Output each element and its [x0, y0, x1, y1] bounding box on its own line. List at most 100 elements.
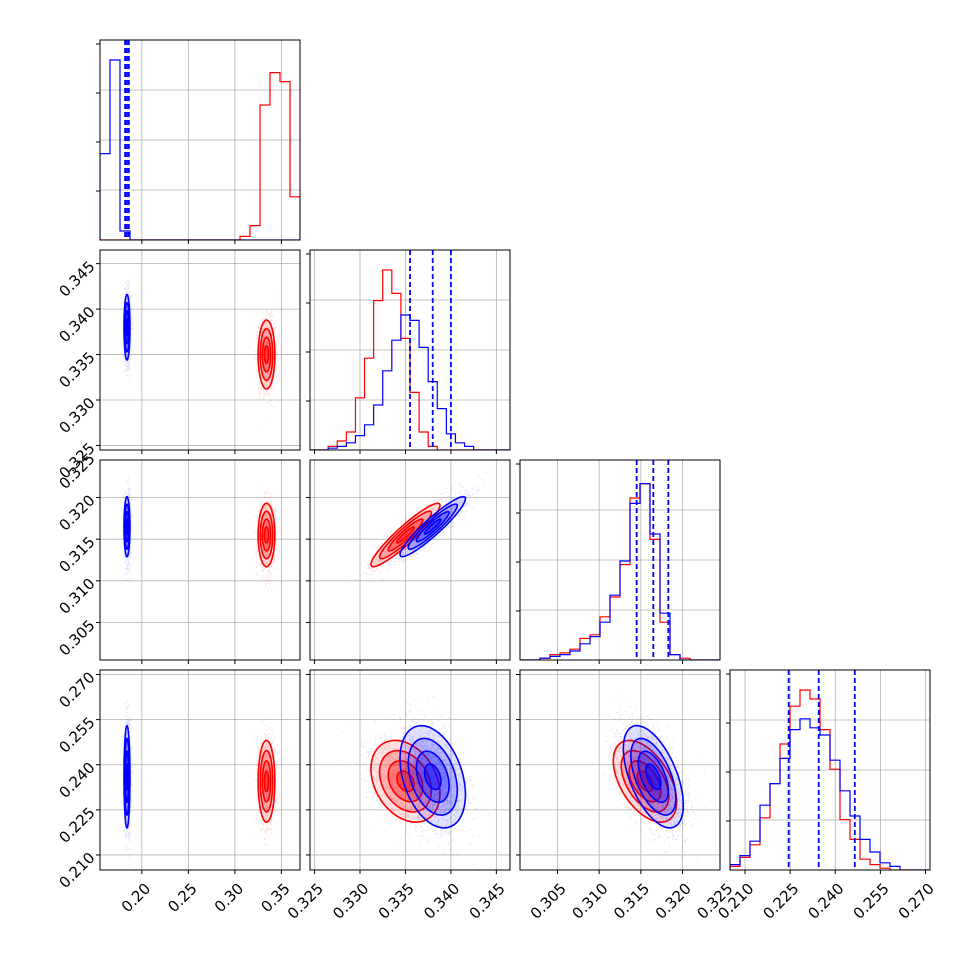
contour-line-red	[261, 336, 272, 373]
contour-line-red	[259, 327, 274, 382]
contour-line-red	[259, 510, 274, 560]
panel-1-1	[310, 250, 510, 450]
contour-fill-blue	[424, 764, 441, 790]
x-tick-label: 0.330	[329, 880, 372, 923]
contour-line-red	[259, 749, 274, 813]
contour-line-blue	[415, 510, 450, 543]
y-tick-label: 0.310	[55, 575, 98, 618]
histogram-blue	[730, 718, 930, 870]
contour-line-blue	[415, 750, 450, 804]
panel-2-1	[310, 460, 510, 660]
y-tick-label: 0.255	[55, 713, 98, 756]
contour-fill-blue	[638, 751, 669, 803]
contour-line-red	[263, 526, 270, 544]
contour-line-red	[263, 770, 270, 793]
contour-line-red	[636, 770, 654, 793]
contour-line-blue	[125, 763, 129, 791]
panel-frame	[309, 669, 511, 871]
contour-fill-red	[370, 740, 440, 823]
panel-3-2	[520, 670, 720, 870]
panel-3-3	[730, 670, 930, 870]
contour-line-red	[261, 518, 272, 552]
contour-fill-blue	[408, 504, 458, 550]
contour-line-red	[395, 526, 415, 544]
panel-3-0	[100, 670, 300, 870]
x-tick-label: 0.305	[527, 880, 570, 923]
histogram-red	[310, 269, 510, 450]
scatter-red	[602, 710, 692, 858]
contour-line-blue	[125, 318, 129, 338]
y-tick-label: 0.330	[55, 394, 98, 437]
x-tick-label: 0.270	[895, 880, 938, 923]
contour-fill-red	[262, 519, 271, 551]
panel-0-0	[100, 40, 300, 240]
contour-line-red	[387, 759, 424, 803]
scatter-red	[253, 714, 281, 846]
y-tick-label: 0.305	[55, 616, 98, 659]
panel-frame	[309, 249, 511, 451]
contour-line-blue	[125, 518, 129, 537]
contour-line-red	[612, 739, 678, 824]
scatter-red	[349, 482, 464, 584]
y-tick-label: 0.225	[55, 804, 98, 847]
contour-line-blue	[399, 495, 467, 558]
y-tick-label: 0.210	[55, 849, 98, 892]
y-tick-label: 0.340	[55, 303, 98, 346]
contour-fill-red	[396, 527, 415, 543]
y-tick-label: 0.315	[55, 533, 98, 576]
histogram-red	[100, 72, 300, 240]
contour-line-blue	[423, 763, 442, 791]
y-tick-label: 0.320	[55, 491, 98, 534]
contour-line-blue	[622, 724, 685, 829]
contour-line-red	[263, 345, 270, 365]
x-tick-label: 0.315	[610, 880, 653, 923]
x-tick-label: 0.310	[568, 880, 611, 923]
contour-fill-red	[379, 511, 432, 559]
panel-frame	[309, 459, 511, 661]
x-tick-label: 0.20	[118, 880, 154, 916]
scatter-red	[251, 487, 282, 592]
contour-fill-blue	[630, 738, 676, 816]
scatter-blue	[607, 689, 718, 860]
contour-line-blue	[399, 724, 467, 829]
histogram-blue	[100, 59, 300, 240]
contour-fill-red	[262, 337, 271, 372]
y-tick-label: 0.270	[55, 668, 98, 711]
scatter-blue	[374, 695, 489, 866]
panel-frame	[99, 459, 301, 661]
contour-fill-blue	[623, 725, 684, 828]
contour-line-red	[370, 739, 441, 824]
contour-line-blue	[407, 503, 459, 551]
y-tick-label: 0.345	[55, 257, 98, 300]
panel-frame	[99, 249, 301, 451]
contour-fill-blue	[408, 738, 458, 816]
contour-line-red	[261, 759, 272, 803]
contour-fill-blue	[416, 751, 450, 803]
contour-line-blue	[637, 750, 670, 804]
contour-line-red	[628, 759, 662, 803]
y-tick-label: 0.240	[55, 759, 98, 802]
x-tick-label: 0.335	[375, 880, 418, 923]
contour-line-blue	[629, 737, 677, 816]
x-tick-label: 0.255	[850, 880, 893, 923]
contour-fill-blue	[424, 519, 441, 535]
x-tick-label: 0.320	[652, 880, 695, 923]
contour-line-blue	[423, 518, 442, 536]
contour-fill-blue	[400, 725, 466, 828]
contour-fill-red	[262, 760, 271, 802]
x-tick-label: 0.325	[284, 880, 327, 923]
panel-frame	[99, 39, 301, 241]
scatter-blue	[379, 472, 487, 582]
y-tick-label: 0.335	[55, 348, 98, 391]
contour-line-red	[257, 739, 276, 824]
panel-2-0	[100, 460, 300, 660]
x-tick-label: 0.25	[164, 880, 200, 916]
scatter-red	[341, 719, 461, 848]
histogram-blue	[310, 314, 510, 450]
histogram-blue	[520, 483, 720, 660]
panel-frame	[519, 459, 721, 661]
panel-3-1	[310, 670, 510, 870]
x-tick-label: 0.240	[805, 880, 848, 923]
contour-line-red	[257, 502, 276, 568]
